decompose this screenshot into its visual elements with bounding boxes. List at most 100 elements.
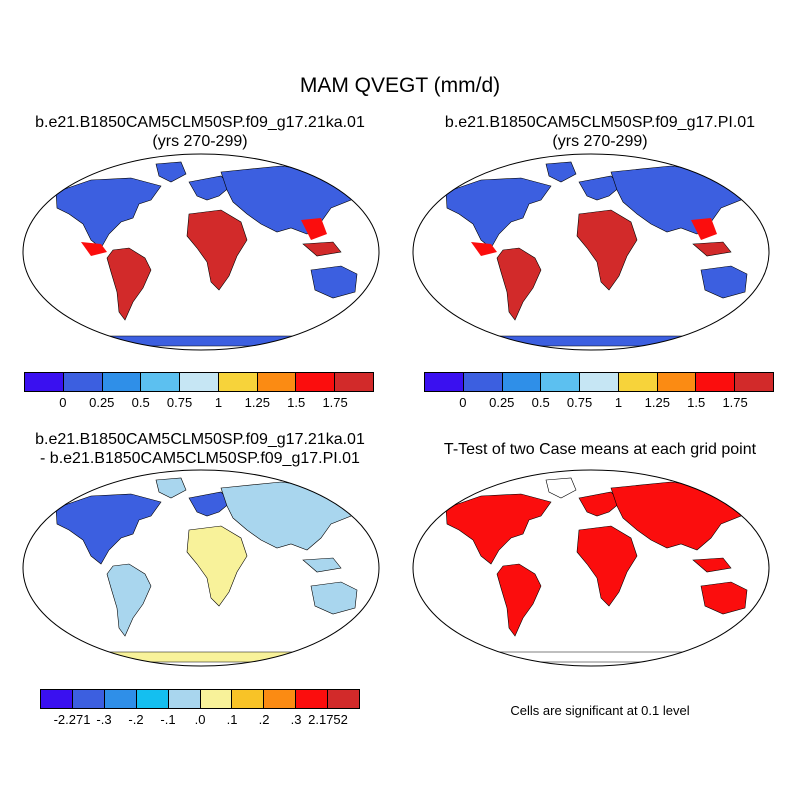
colorbar-tick-label: .3 [290,712,302,727]
colorbar-swatch [696,373,736,391]
colorbar-tick-label: 0.75 [566,395,593,410]
colorbar-swatch [102,373,142,391]
colorbar-tick-label: 2.1752 [308,712,348,727]
land-greenland [545,161,577,183]
colorbar-swatch [72,690,105,708]
map-frame [22,469,380,667]
colorbar-abs-right [424,372,774,392]
land-south-america [106,247,152,321]
colorbar-swatch [463,373,503,391]
colorbar-swatch [657,373,697,391]
colorbar-tick-label: -2.271 [53,712,91,727]
land-africa [186,525,248,607]
panel-top-right-title-block: b.e21.B1850CAM5CLM50SP.f09_g17.PI.01 (yr… [400,113,800,151]
land-australia [310,581,358,615]
colorbar-swatch [425,373,464,391]
land-south-america [496,563,542,637]
land-europe [188,175,232,201]
colorbar-swatch [257,373,297,391]
land-antarctica [450,335,732,347]
land-australia [700,265,748,299]
land-indonesia [692,241,732,257]
land-indonesia [692,557,732,573]
colorbar-swatch [328,690,360,708]
land-indonesia [302,557,342,573]
land-greenland [155,161,187,183]
colorbar-swatch [618,373,658,391]
colorbar-tick-label: 1.5 [287,395,306,410]
colorbar-swatch [218,373,258,391]
colorbar-tick-label: 1.75 [722,395,748,410]
colorbar-swatch [580,373,619,391]
panel-bottom-left-title-block: b.e21.B1850CAM5CLM50SP.f09_g17.21ka.01 -… [0,430,400,468]
colorbar-swatch [502,373,542,391]
map-pi-svg [412,153,770,351]
colorbar-tick-label: 1 [214,395,223,410]
land-africa [576,525,638,607]
colorbar-tick-label: -.1 [160,712,176,727]
colorbar-swatch [232,690,265,708]
land-antarctica [60,651,342,663]
land-north-america [55,493,162,565]
colorbar-tick-label: 0.5 [131,395,150,410]
land-greenland [545,477,577,499]
colorbar-swatch [200,690,233,708]
land-antarctica [450,651,732,663]
se-asia-band [301,218,327,240]
land-north-america [445,493,552,565]
colorbar-tick-label: 0.25 [489,395,515,410]
map-frame [412,153,770,351]
panel-top-left-title-block: b.e21.B1850CAM5CLM50SP.f09_g17.21ka.01 (… [0,113,400,151]
map-21ka-svg [22,153,380,351]
panel-top-left-title: b.e21.B1850CAM5CLM50SP.f09_g17.21ka.01 [35,114,365,131]
colorbar-tick-label: .0 [194,712,206,727]
land-north-america [445,177,552,249]
panel-bottom-right-title-block: T-Test of two Case means at each grid po… [400,440,800,459]
se-asia-band [691,218,717,240]
colorbar-tick-label: 0.25 [89,395,115,410]
colorbar-swatch [296,373,336,391]
colorbar-swatch [180,373,219,391]
land-north-america [55,177,162,249]
land-antarctica [60,335,342,347]
colorbar-swatch [136,690,169,708]
land-europe [188,491,232,517]
colorbar-swatch [335,373,374,391]
colorbar-tick-label: 1.25 [644,395,670,410]
colorbar-tick-label: 0.75 [166,395,193,410]
colorbar-tick-label: 1.5 [687,395,706,410]
map-difference-svg [22,469,380,667]
land-australia [310,265,358,299]
colorbar-swatch [25,373,64,391]
colorbar-tick-label: -.2 [128,712,144,727]
map-21ka [21,152,381,352]
land-indonesia [302,241,342,257]
colorbar-swatch [63,373,103,391]
colorbar-swatch [735,373,774,391]
colorbar-tick-label: 0 [59,395,67,410]
colorbar-tick-label: .1 [226,712,238,727]
colorbar-abs-left-labels: 0 0.25 0.5 0.75 1 1.25 1.5 1.75 [24,395,374,413]
colorbar-abs-left [24,372,374,392]
panel-top-right-subtitle: (yrs 270-299) [552,133,648,150]
colorbar-swatch [264,690,297,708]
map-difference [21,468,381,668]
land-south-america [106,563,152,637]
colorbar-swatch [141,373,181,391]
land-europe [578,491,622,517]
colorbar-diff-labels: -2.271 -.3 -.2 -.1 .0 .1 .2 .3 2.1752 [40,712,360,730]
colorbar-diff [40,689,360,709]
colorbar-swatch [104,690,137,708]
map-ttest-svg [412,469,770,667]
colorbar-tick-label: 1 [614,395,623,410]
colorbar-tick-label: .2 [258,712,270,727]
colorbar-tick-label: -.3 [96,712,112,727]
colorbar-swatch [41,690,73,708]
map-frame [22,153,380,351]
colorbar-swatch [168,690,201,708]
panel-bottom-left-title: b.e21.B1850CAM5CLM50SP.f09_g17.21ka.01 [35,431,365,448]
panel-top-right-title: b.e21.B1850CAM5CLM50SP.f09_g17.PI.01 [444,114,756,131]
panel-bottom-right-title: T-Test of two Case means at each grid po… [443,441,757,458]
colorbar-swatch [296,690,329,708]
page-title: MAM QVEGT (mm/d) [299,74,501,97]
